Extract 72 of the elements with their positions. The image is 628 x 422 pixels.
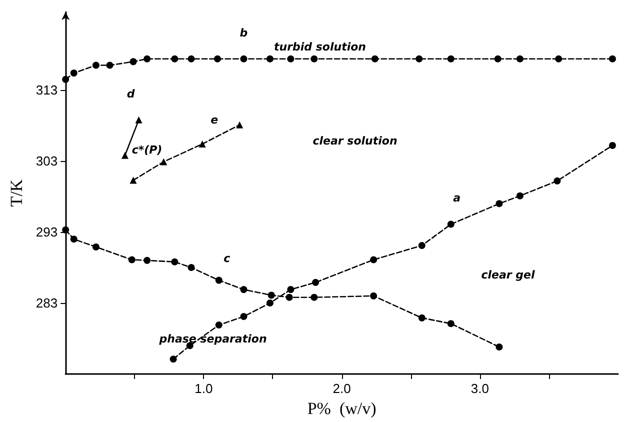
point <box>70 236 78 243</box>
annotation: c*(P) <box>132 144 162 156</box>
point <box>447 320 454 328</box>
point <box>215 276 222 284</box>
point <box>312 278 320 286</box>
point <box>516 192 524 200</box>
series-label: b <box>240 26 248 40</box>
point <box>310 55 318 62</box>
point <box>128 256 136 264</box>
point <box>286 294 293 301</box>
x-tick-label: 2.0 <box>332 381 351 396</box>
point <box>266 55 274 62</box>
point <box>70 70 78 77</box>
point <box>144 256 151 264</box>
point <box>170 356 177 363</box>
annotation: clear solution <box>312 134 398 148</box>
y-tick-label: 303 <box>36 154 58 169</box>
series-label: d <box>126 87 135 100</box>
point <box>144 55 151 62</box>
point <box>215 322 222 329</box>
point <box>371 55 378 62</box>
point <box>516 55 524 62</box>
point <box>496 200 503 208</box>
point <box>287 55 294 62</box>
point <box>447 220 454 228</box>
x-tick-label: 3.0 <box>470 381 489 396</box>
point <box>608 142 616 149</box>
point <box>370 292 378 300</box>
point <box>92 62 100 69</box>
y-tick-label: 313 <box>36 82 58 98</box>
point <box>555 55 562 62</box>
point <box>266 300 274 307</box>
point <box>62 226 70 234</box>
point <box>130 58 137 66</box>
point <box>188 55 195 62</box>
point <box>310 294 318 301</box>
x-tick-label: 1.0 <box>194 381 213 396</box>
annotation: phase separation <box>158 332 267 346</box>
point <box>370 256 378 264</box>
point <box>287 286 294 294</box>
y-axis-title: T/K <box>7 178 26 207</box>
point <box>447 55 454 62</box>
annotation: turbid solution <box>274 40 366 54</box>
point <box>92 243 100 250</box>
point <box>416 55 423 62</box>
point <box>62 76 70 83</box>
point <box>236 121 244 128</box>
point <box>198 140 206 148</box>
point <box>418 314 426 322</box>
point <box>240 55 248 62</box>
series-label: a <box>453 192 461 205</box>
point <box>171 258 178 266</box>
point <box>418 242 426 250</box>
point <box>554 177 561 184</box>
point <box>171 55 178 62</box>
y-tick-label: 293 <box>36 224 58 240</box>
point <box>214 55 222 62</box>
point <box>188 264 195 272</box>
point <box>130 176 137 184</box>
point <box>240 313 248 320</box>
series-label: c <box>224 252 231 265</box>
point <box>268 292 275 299</box>
y-tick-label: 283 <box>36 296 58 311</box>
series-label: e <box>210 114 219 127</box>
point <box>608 55 616 62</box>
annotation: clear gel <box>481 268 535 282</box>
point <box>494 55 502 62</box>
point <box>240 286 248 294</box>
point <box>496 344 503 351</box>
point <box>106 62 114 69</box>
point <box>160 158 168 166</box>
x-axis-title: P% (w/v) <box>307 399 376 418</box>
